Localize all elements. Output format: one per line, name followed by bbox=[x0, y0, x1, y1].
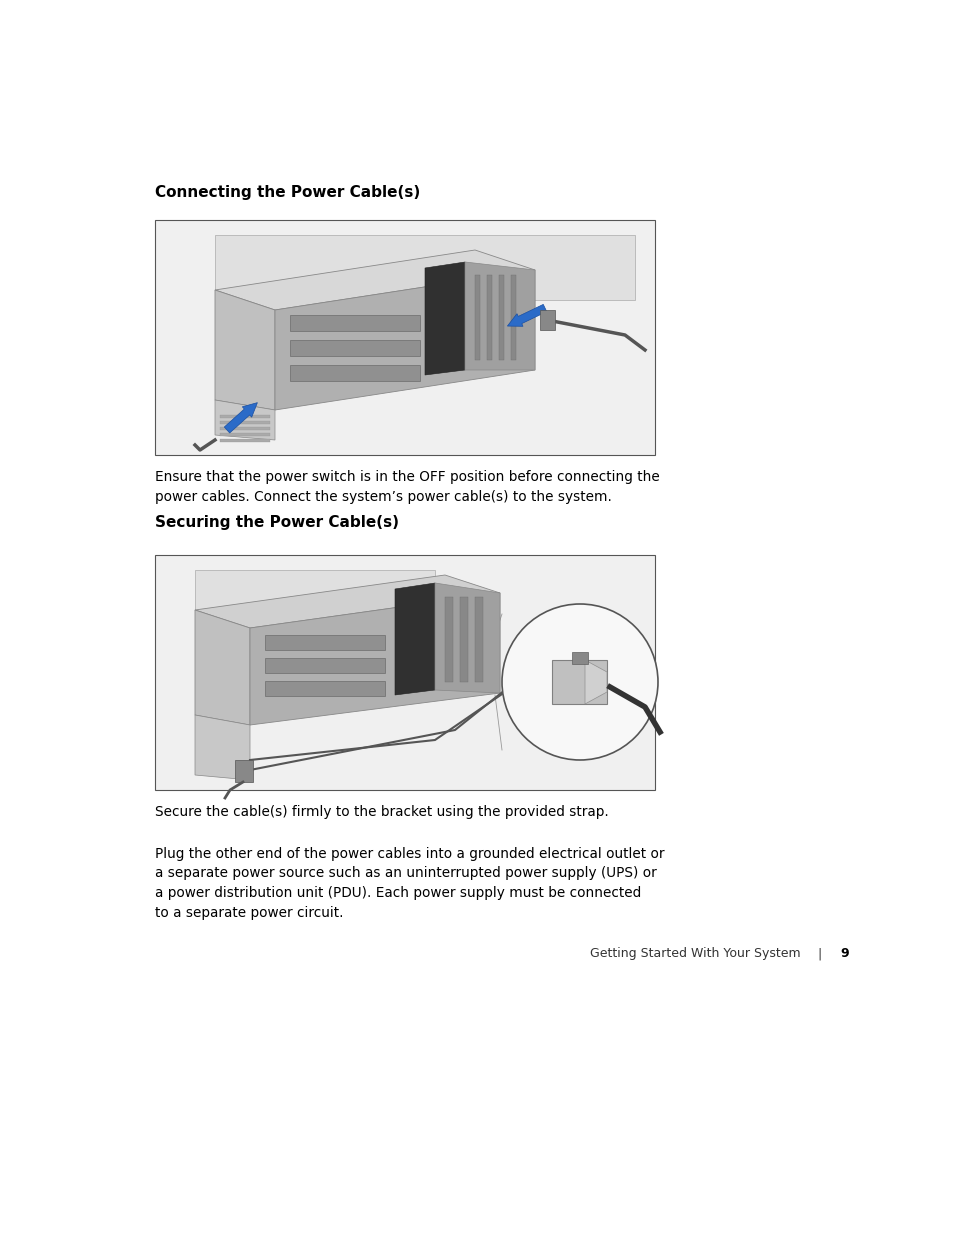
Bar bbox=[154, 555, 655, 790]
Bar bbox=[220, 427, 270, 430]
Bar bbox=[475, 275, 479, 359]
Bar bbox=[220, 433, 270, 436]
FancyArrow shape bbox=[224, 403, 257, 433]
Bar bbox=[265, 680, 385, 697]
Polygon shape bbox=[424, 262, 464, 375]
Polygon shape bbox=[194, 571, 435, 615]
Polygon shape bbox=[464, 262, 535, 370]
Bar bbox=[234, 760, 253, 782]
Bar bbox=[220, 415, 270, 417]
Bar bbox=[265, 658, 385, 673]
FancyArrow shape bbox=[507, 304, 546, 326]
Bar bbox=[290, 366, 419, 382]
Bar bbox=[290, 340, 419, 356]
Text: Securing the Power Cable(s): Securing the Power Cable(s) bbox=[154, 515, 398, 530]
Bar bbox=[459, 597, 468, 682]
Polygon shape bbox=[250, 593, 499, 725]
Bar bbox=[444, 597, 453, 682]
Bar bbox=[220, 421, 270, 424]
Text: Secure the cable(s) firmly to the bracket using the provided strap.: Secure the cable(s) firmly to the bracke… bbox=[154, 805, 608, 819]
Bar bbox=[265, 635, 385, 650]
Polygon shape bbox=[194, 610, 250, 725]
Text: Ensure that the power switch is in the OFF position before connecting the
power : Ensure that the power switch is in the O… bbox=[154, 471, 659, 504]
Bar bbox=[511, 275, 516, 359]
Bar bbox=[498, 275, 503, 359]
Bar bbox=[220, 438, 270, 442]
Polygon shape bbox=[435, 583, 499, 693]
Polygon shape bbox=[395, 583, 435, 695]
Bar bbox=[475, 597, 482, 682]
Bar bbox=[552, 659, 606, 704]
Polygon shape bbox=[214, 235, 635, 300]
Bar bbox=[572, 652, 587, 664]
Text: Plug the other end of the power cables into a grounded electrical outlet or
a se: Plug the other end of the power cables i… bbox=[154, 847, 664, 920]
Bar bbox=[539, 310, 555, 330]
Bar bbox=[486, 275, 492, 359]
Polygon shape bbox=[194, 576, 499, 629]
Text: |: | bbox=[817, 947, 821, 960]
Polygon shape bbox=[274, 270, 535, 410]
Polygon shape bbox=[214, 290, 274, 410]
Bar bbox=[290, 315, 419, 331]
Bar bbox=[154, 220, 655, 454]
Text: Getting Started With Your System: Getting Started With Your System bbox=[589, 947, 800, 960]
Text: Connecting the Power Cable(s): Connecting the Power Cable(s) bbox=[154, 185, 420, 200]
Polygon shape bbox=[584, 659, 606, 704]
Text: 9: 9 bbox=[840, 947, 848, 960]
Polygon shape bbox=[194, 715, 250, 781]
Polygon shape bbox=[214, 400, 274, 440]
Polygon shape bbox=[214, 249, 535, 310]
Circle shape bbox=[501, 604, 658, 760]
